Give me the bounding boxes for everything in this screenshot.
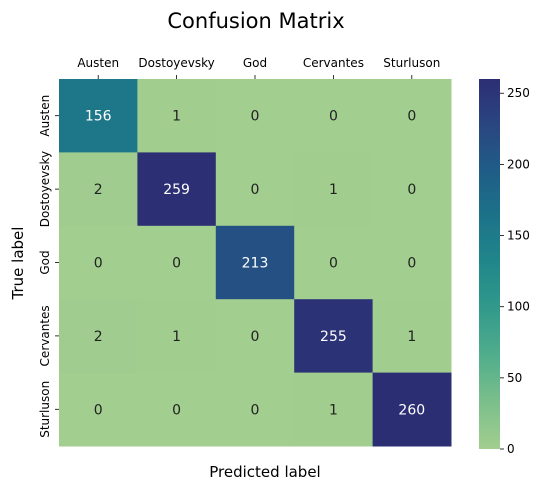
heatmap-cell xyxy=(294,299,374,374)
y-tick-label: God xyxy=(38,250,52,274)
cell-value-label: 2 xyxy=(94,329,103,345)
heatmap-cell xyxy=(215,225,295,300)
heatmap-cell xyxy=(59,225,138,300)
heatmap-cell xyxy=(215,372,295,447)
cell-value-label: 0 xyxy=(251,329,260,345)
cell-value-label: 0 xyxy=(407,109,416,125)
cell-value-label: 2 xyxy=(94,182,103,198)
heatmap-cell xyxy=(372,79,452,153)
heatmap-cell xyxy=(137,299,217,374)
heatmap-cell xyxy=(372,299,452,374)
x-tick-label: Cervantes xyxy=(303,56,364,70)
heatmap-cell xyxy=(137,79,217,153)
x-tick-label: God xyxy=(243,56,267,70)
heatmap-cell xyxy=(215,79,295,153)
y-tick-label: Austen xyxy=(38,95,52,137)
cell-value-label: 0 xyxy=(94,256,103,272)
cell-value-label: 0 xyxy=(329,256,338,272)
heatmap-cell xyxy=(215,152,295,227)
cell-value-label: 0 xyxy=(407,256,416,272)
cell-value-label: 1 xyxy=(329,182,338,198)
heatmap-cell xyxy=(294,372,374,447)
cell-value-label: 0 xyxy=(407,182,416,198)
colorbar-tick-label: 150 xyxy=(507,229,530,243)
x-axis-label: Predicted label xyxy=(209,463,320,481)
y-tick-labels: Austen Dostoyevsky God Cervantes Sturluson xyxy=(38,95,59,438)
cell-value-label: 1 xyxy=(329,402,338,418)
heatmap-cell xyxy=(59,79,138,153)
heatmap-cells: 156 1 0 0 0 2 259 0 1 0 0 0 213 0 0 2 1 0 255 1 0 0 0 1 260 xyxy=(59,79,452,447)
colorbar-tick-label: 200 xyxy=(507,157,530,171)
x-tick-labels: Austen Dostoyevsky God Cervantes Sturluson xyxy=(77,56,440,79)
heatmap-cell xyxy=(137,372,217,447)
heatmap-cell xyxy=(215,299,295,374)
heatmap-cell xyxy=(294,79,374,153)
colorbar-gradient xyxy=(479,79,500,449)
y-tick-label: Sturluson xyxy=(38,381,52,438)
heatmap-cell xyxy=(137,152,217,227)
cell-value-label: 0 xyxy=(329,109,338,125)
colorbar-tick-label: 0 xyxy=(507,442,515,456)
y-tick-label: Cervantes xyxy=(38,305,52,366)
heatmap-cell xyxy=(372,225,452,300)
colorbar-tick-label: 50 xyxy=(507,371,522,385)
heatmap-cell xyxy=(59,152,138,227)
heatmap-cell xyxy=(372,372,452,447)
heatmap-cell xyxy=(294,152,374,227)
colorbar-tick-label: 100 xyxy=(507,300,530,314)
y-tick-label: Dostoyevsky xyxy=(38,151,52,227)
heatmap-cell xyxy=(137,225,217,300)
cell-value-label: 1 xyxy=(407,329,416,345)
cell-value-label: 0 xyxy=(94,402,103,418)
cell-value-label: 255 xyxy=(320,329,347,345)
chart-title: Confusion Matrix xyxy=(167,9,344,33)
y-axis-label: True label xyxy=(9,227,27,301)
cell-value-label: 259 xyxy=(163,182,190,198)
cell-value-label: 0 xyxy=(251,182,260,198)
colorbar: 0 50 100 150 200 250 xyxy=(479,79,530,456)
heatmap-cell xyxy=(294,225,374,300)
cell-value-label: 0 xyxy=(172,402,181,418)
cell-value-label: 213 xyxy=(242,256,269,272)
x-tick-label: Austen xyxy=(77,56,119,70)
colorbar-tick-label: 250 xyxy=(507,86,530,100)
cell-value-label: 0 xyxy=(251,109,260,125)
heatmap-cell xyxy=(59,372,138,447)
x-tick-label: Sturluson xyxy=(383,56,440,70)
cell-value-label: 1 xyxy=(172,329,181,345)
cell-value-label: 260 xyxy=(398,402,425,418)
cell-value-label: 0 xyxy=(251,402,260,418)
x-tick-label: Dostoyevsky xyxy=(138,56,214,70)
heatmap-cell xyxy=(59,299,138,374)
cell-value-label: 1 xyxy=(172,109,181,125)
heatmap-cell xyxy=(372,152,452,227)
cell-value-label: 0 xyxy=(172,256,181,272)
cell-value-label: 156 xyxy=(85,109,112,125)
